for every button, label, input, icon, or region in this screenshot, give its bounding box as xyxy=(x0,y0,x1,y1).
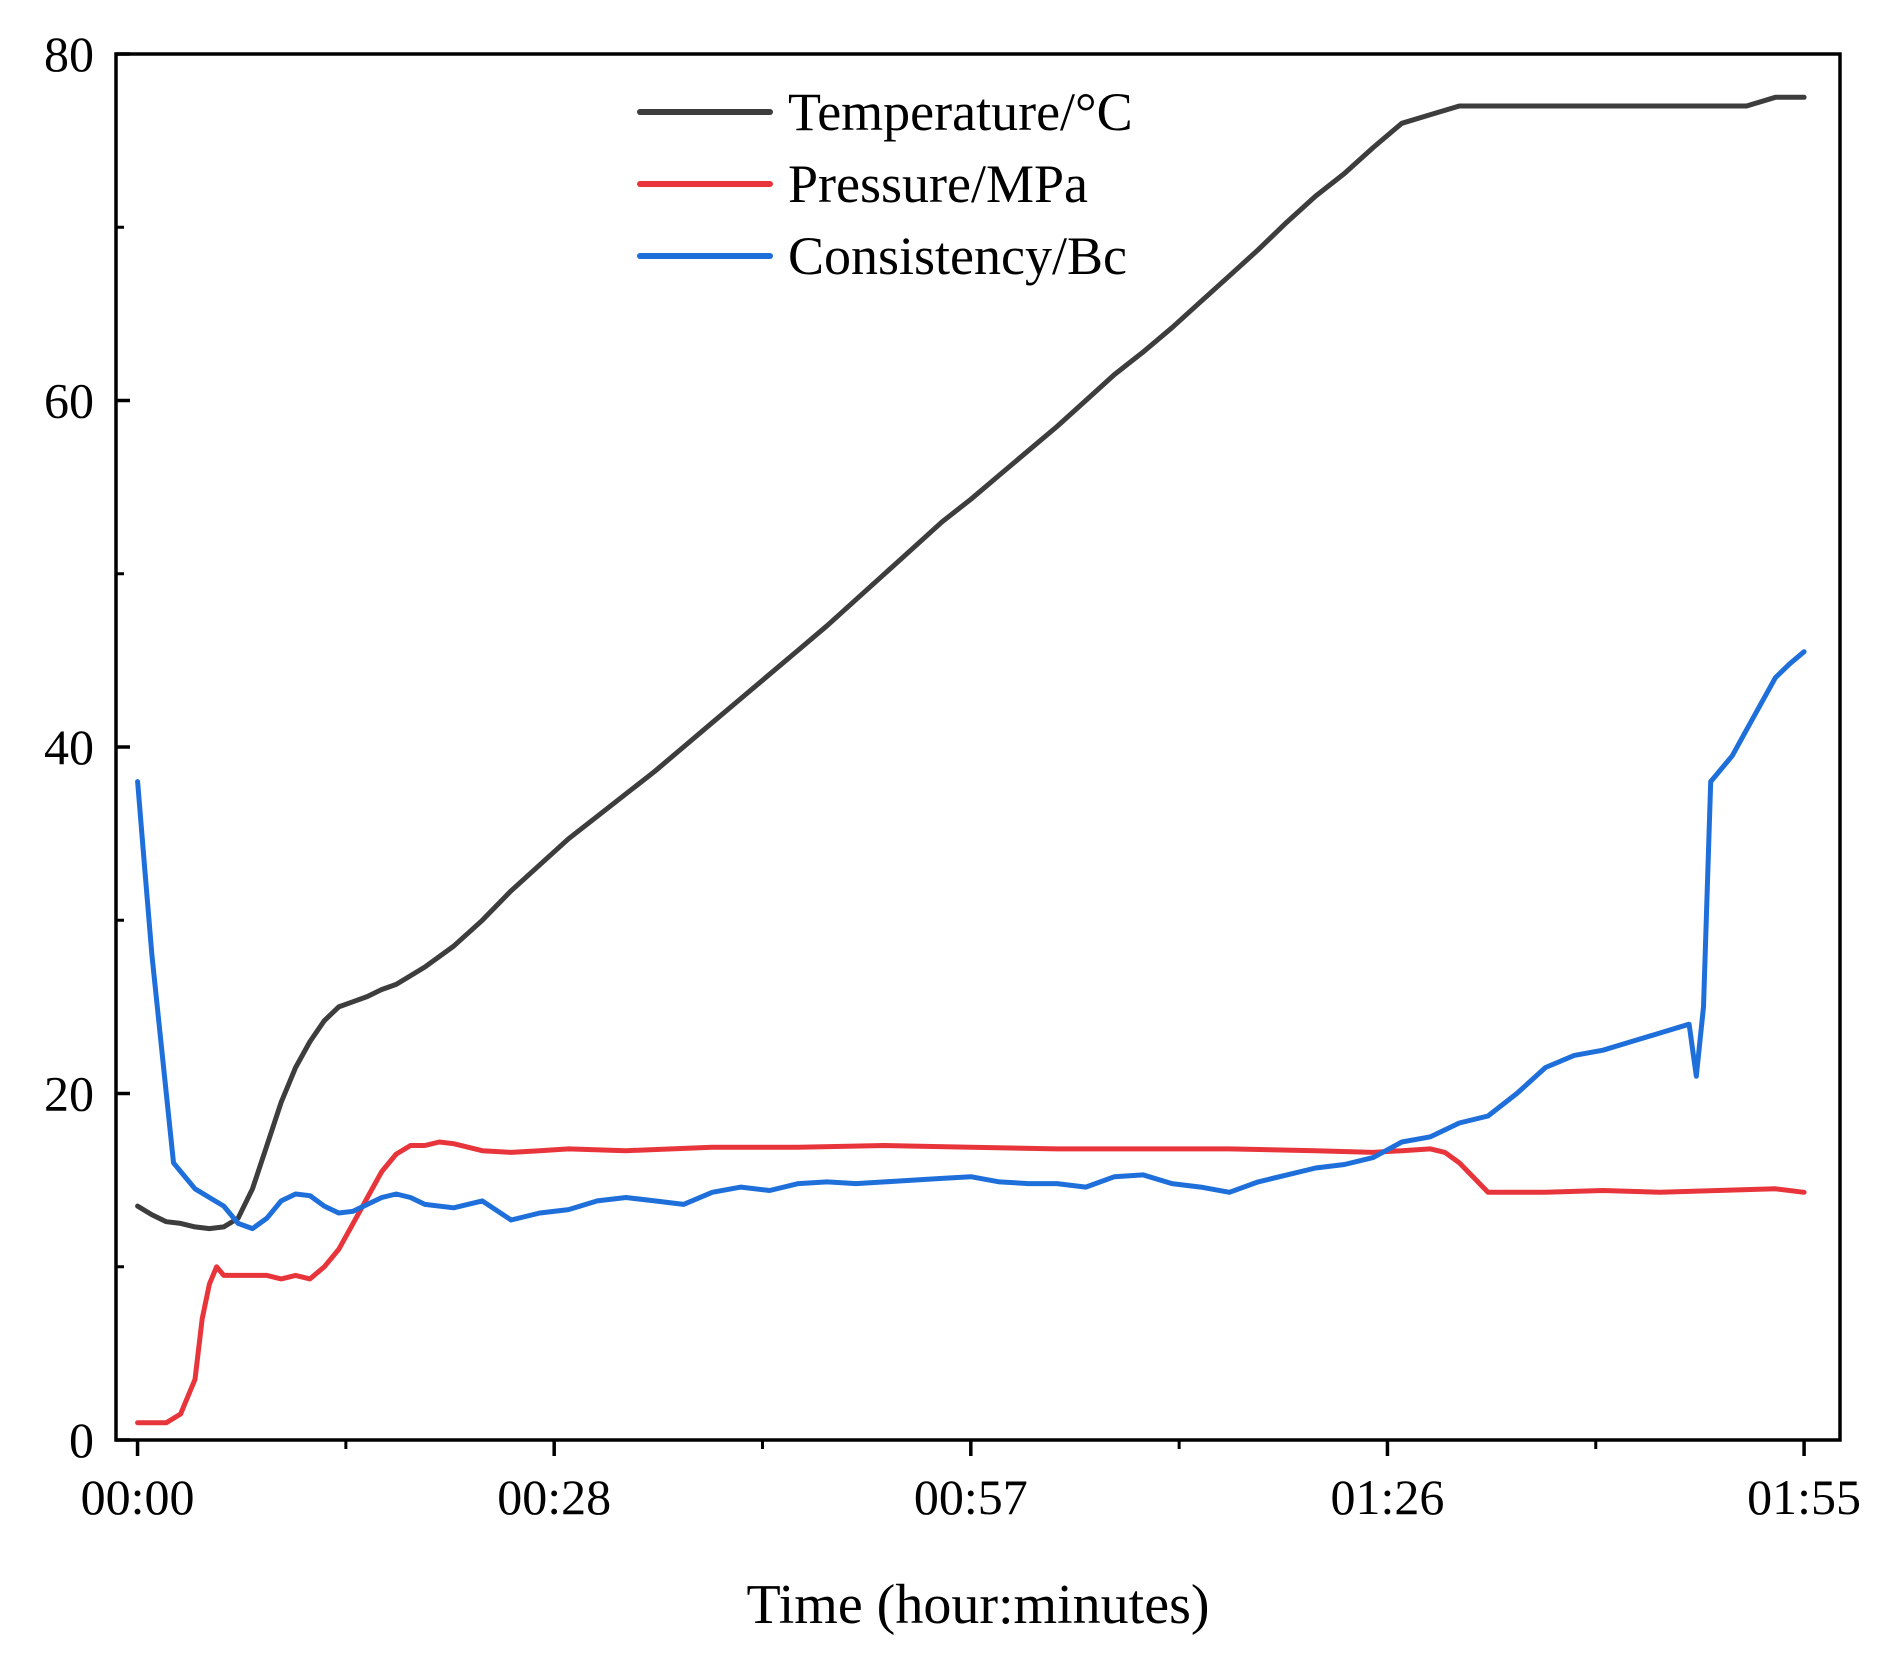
y-tick-label: 60 xyxy=(44,373,94,429)
x-tick-label: 00:00 xyxy=(81,1469,195,1525)
x-axis-title: Time (hour:minutes) xyxy=(746,1574,1209,1636)
x-tick-label: 01:26 xyxy=(1330,1469,1444,1525)
legend: Temperature/°C Pressure/MPa Consistency/Bc xyxy=(637,82,1133,286)
consistency-legend-label: Consistency/Bc xyxy=(788,226,1127,286)
consistency-series-line xyxy=(135,649,1807,1232)
temperature-series-line xyxy=(135,94,1807,1232)
x-tick-label: 00:28 xyxy=(497,1469,611,1525)
y-tick-label: 40 xyxy=(44,719,94,775)
x-tick-label: 00:57 xyxy=(914,1469,1028,1525)
series-layer xyxy=(135,94,1807,1426)
y-tick-label: 0 xyxy=(69,1412,94,1468)
y-tick-label: 20 xyxy=(44,1066,94,1122)
x-tick-label: 01:55 xyxy=(1747,1469,1861,1525)
y-tick-label: 80 xyxy=(44,26,94,82)
pressure-series-line xyxy=(135,1139,1807,1426)
temperature-legend-label: Temperature/°C xyxy=(788,82,1133,142)
pressure-legend-label: Pressure/MPa xyxy=(788,154,1088,214)
axis-layer: 0 20 40 60 80 00:00 00:28 00:57 01:26 01:55 xyxy=(44,26,1861,1525)
